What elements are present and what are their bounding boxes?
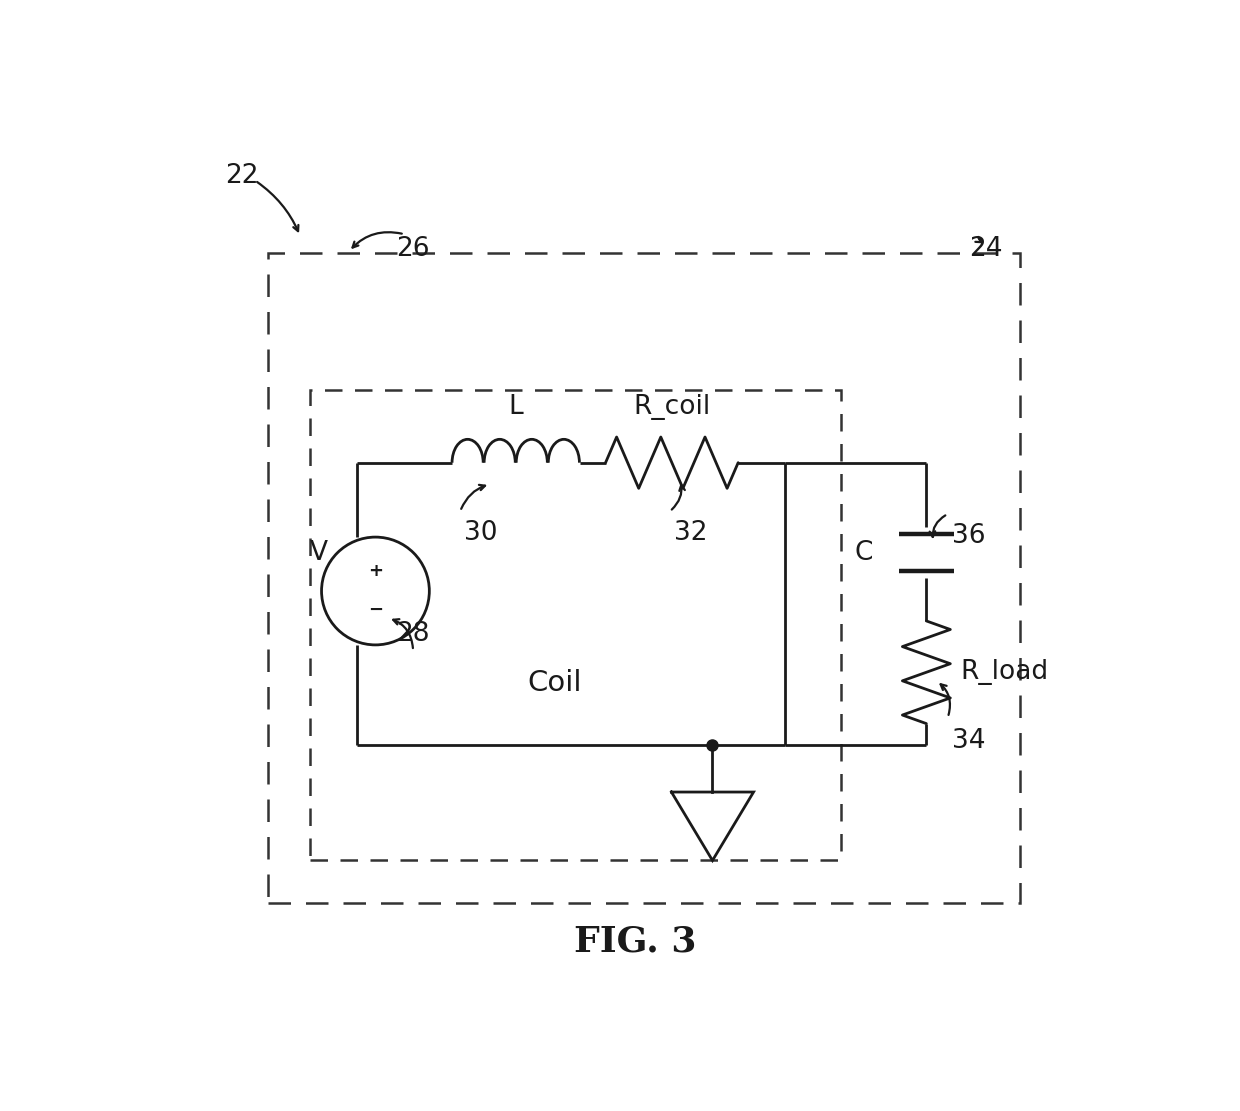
Text: +: + [368, 561, 383, 580]
Text: 34: 34 [952, 728, 986, 754]
Text: 28: 28 [396, 621, 429, 647]
Text: L: L [508, 394, 523, 420]
Text: 36: 36 [952, 522, 986, 549]
Text: 32: 32 [675, 520, 708, 546]
Text: R_coil: R_coil [634, 394, 711, 420]
Text: −: − [368, 601, 383, 619]
Text: V: V [310, 540, 327, 565]
Text: 24: 24 [970, 236, 1003, 262]
Text: R_load: R_load [961, 659, 1049, 685]
Text: C: C [854, 540, 873, 565]
Text: 22: 22 [224, 163, 258, 189]
Text: FIG. 3: FIG. 3 [574, 924, 697, 959]
Text: Coil: Coil [527, 669, 582, 697]
Text: 26: 26 [396, 236, 429, 262]
Text: 30: 30 [465, 520, 498, 546]
